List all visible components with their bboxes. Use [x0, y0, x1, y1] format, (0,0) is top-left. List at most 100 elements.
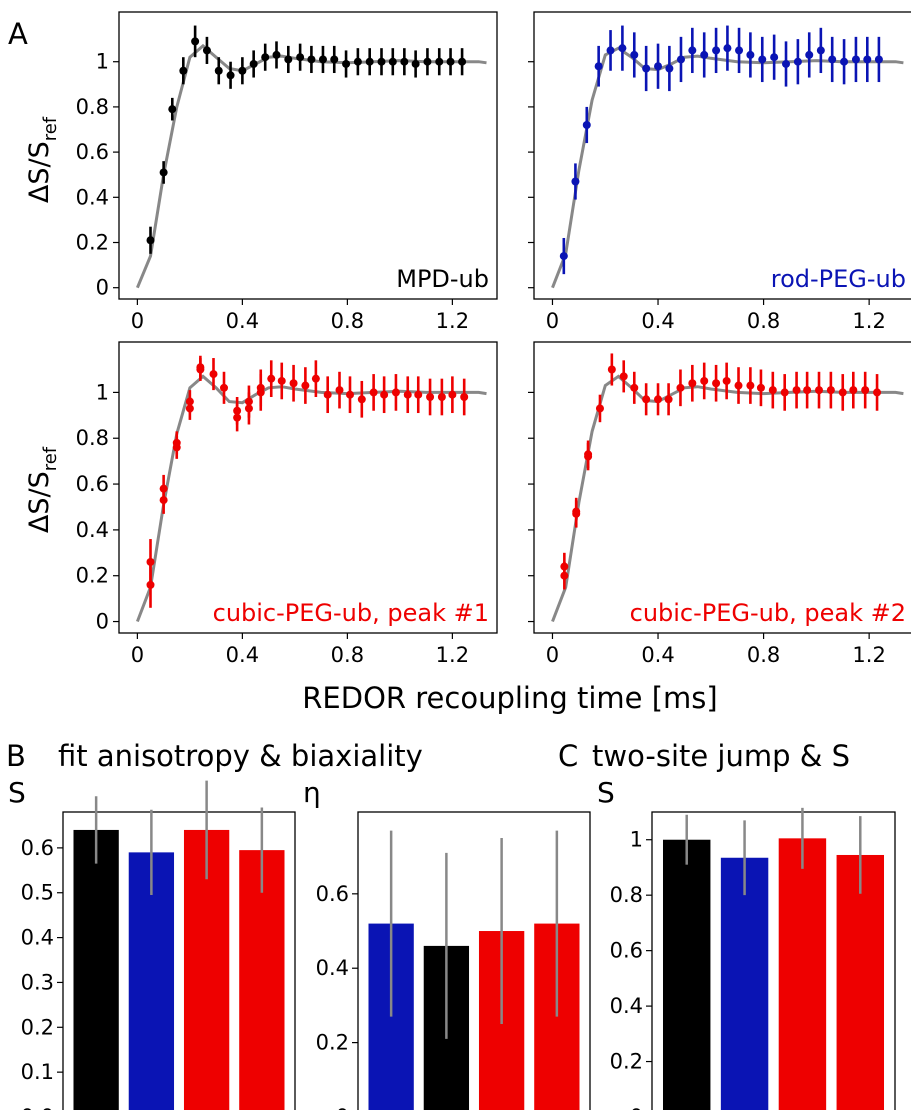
x-tick-label: 0.4	[641, 643, 674, 667]
x-tick-label: 1.2	[436, 643, 469, 667]
data-point	[826, 386, 835, 395]
data-point	[191, 37, 200, 46]
plot-frame	[62, 811, 296, 1110]
data-point	[301, 381, 310, 390]
x-tick-label: 0	[131, 643, 144, 667]
data-point	[654, 395, 663, 404]
x-tick-label: 1.2	[852, 643, 885, 667]
y-tick-label: 0	[96, 276, 109, 300]
data-point	[369, 388, 378, 397]
data-point	[851, 55, 860, 64]
panel-series-label: MPD-ub	[396, 265, 489, 293]
data-point	[311, 374, 320, 383]
y-tick-label: 1	[630, 828, 643, 852]
data-point	[863, 55, 872, 64]
svg-text:ΔS/Sref: ΔS/Sref	[24, 446, 61, 533]
ylabel-sub: ref	[40, 116, 61, 141]
y-tick-label: 0.6	[316, 882, 349, 906]
data-point	[159, 168, 168, 177]
y-tick-label: 0.1	[21, 1060, 54, 1084]
data-point	[828, 55, 837, 64]
data-point	[238, 66, 247, 75]
section-title-b: fit anisotropy & biaxiality	[58, 739, 423, 773]
data-point	[357, 395, 366, 404]
panel-label-c: C	[558, 739, 578, 773]
x-tick-label: 0.8	[331, 643, 364, 667]
data-point	[712, 46, 721, 55]
bar	[239, 850, 285, 1110]
data-point	[559, 252, 568, 261]
data-point	[307, 55, 316, 64]
redor-x-axis-label: REDOR recoupling time [ms]	[302, 681, 717, 715]
bar	[73, 829, 119, 1110]
data-point	[572, 509, 581, 518]
y-tick-label: 0.4	[316, 956, 349, 980]
plot-frame	[118, 341, 498, 634]
y-tick-label: 0.6	[76, 472, 109, 496]
data-point	[249, 59, 258, 68]
data-point	[849, 386, 858, 395]
data-point	[594, 62, 603, 71]
plot-frame	[118, 11, 498, 300]
panel-series-label: rod-PEG-ub	[771, 265, 906, 293]
bar-y-axis-label: η	[303, 776, 321, 809]
data-point	[618, 44, 627, 53]
bar-panel-2: 00.20.40.6η#1#2	[303, 776, 591, 1110]
data-point	[172, 443, 181, 452]
data-point	[607, 365, 616, 374]
y-tick-label: 0.5	[21, 881, 54, 905]
data-point	[202, 46, 211, 55]
data-point	[664, 395, 673, 404]
y-tick-label: 0.8	[76, 426, 109, 450]
data-point	[214, 66, 223, 75]
data-point	[606, 46, 615, 55]
data-point	[272, 50, 281, 59]
data-point	[700, 376, 709, 385]
data-point	[289, 379, 298, 388]
data-point	[805, 50, 814, 59]
data-point	[377, 57, 386, 66]
data-point	[582, 120, 591, 129]
y-tick-label: 0.6	[21, 836, 54, 860]
x-tick-label: 0.8	[331, 309, 364, 333]
y-tick-label: 0	[96, 610, 109, 634]
data-point	[560, 571, 569, 580]
y-tick-label: 0.6	[76, 140, 109, 164]
y-tick-label: 0.4	[76, 518, 109, 542]
data-point	[411, 59, 420, 68]
data-point	[233, 406, 242, 415]
charts-layer: 0 0.2 0.4 0.6 0.8 1 0 0.4 0.8 1.2 MPD-ub 0 0.4 0.8 1.2…	[8, 11, 911, 1110]
fit-curve	[551, 46, 904, 289]
panel-series-label: cubic-PEG-ub, peak #1	[213, 599, 489, 627]
data-point	[267, 374, 276, 383]
data-point	[712, 379, 721, 388]
fit-curve	[136, 43, 487, 289]
panel-label-b: B	[6, 739, 26, 773]
bar	[128, 852, 175, 1110]
data-point	[723, 44, 732, 53]
data-point	[146, 236, 155, 245]
data-point	[277, 376, 286, 385]
y-tick-label: 0.2	[21, 1015, 54, 1039]
data-point	[220, 383, 228, 392]
y-tick-label: 0.2	[76, 564, 109, 588]
data-point	[688, 379, 697, 388]
plot-frame	[651, 811, 896, 1110]
data-point	[353, 57, 362, 66]
data-point	[388, 57, 397, 66]
data-point	[630, 383, 639, 392]
data-point	[780, 388, 789, 397]
data-point	[448, 390, 457, 399]
x-tick-label: 0.8	[747, 309, 780, 333]
data-point	[676, 55, 685, 64]
x-tick-label: 0.4	[641, 309, 674, 333]
data-point	[391, 388, 400, 397]
x-tick-label: 0.4	[226, 309, 259, 333]
y-tick-label: 0	[630, 1105, 643, 1110]
data-point	[435, 57, 444, 66]
section-title-c: two-site jump & S	[592, 739, 850, 773]
data-point	[861, 386, 870, 395]
data-point	[746, 50, 755, 59]
data-point	[756, 383, 765, 392]
data-point	[296, 53, 305, 62]
